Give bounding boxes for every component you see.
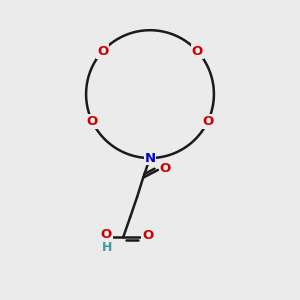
Text: H: H bbox=[102, 241, 112, 254]
Text: N: N bbox=[144, 152, 156, 164]
Text: O: O bbox=[86, 115, 98, 128]
Text: O: O bbox=[202, 115, 214, 128]
Text: O: O bbox=[97, 45, 108, 58]
Text: O: O bbox=[142, 229, 153, 242]
Text: O: O bbox=[100, 228, 112, 241]
Text: O: O bbox=[192, 45, 203, 58]
Text: O: O bbox=[160, 162, 171, 175]
